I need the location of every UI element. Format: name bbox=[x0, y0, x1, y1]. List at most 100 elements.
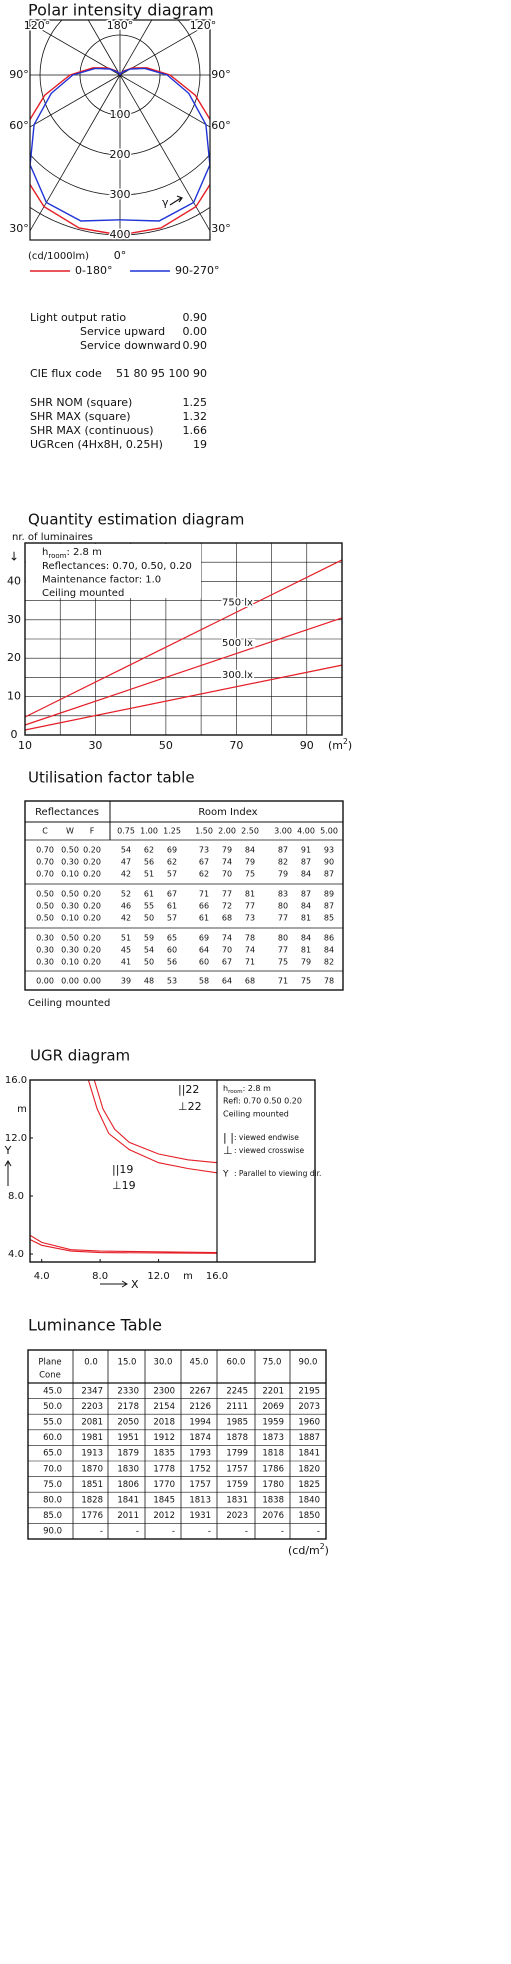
table-cell: - bbox=[208, 1527, 211, 1537]
table-cell: 0.20 bbox=[83, 934, 101, 943]
table-cell: 66 bbox=[199, 902, 209, 911]
table-footer: Ceiling mounted bbox=[28, 998, 110, 1009]
table-cell: 62 bbox=[144, 846, 154, 855]
table-cell: 54 bbox=[121, 846, 131, 855]
spec-label: UGRcen (4Hx8H, 0.25H) bbox=[30, 438, 163, 451]
table-cell: 84 bbox=[245, 846, 255, 855]
ugr-curve bbox=[93, 1080, 217, 1164]
table-cell: 79 bbox=[245, 858, 255, 867]
table-cell: - bbox=[245, 1527, 248, 1537]
unit-label: (cd/1000lm) bbox=[28, 251, 89, 262]
spec-value: 1.32 bbox=[183, 410, 208, 423]
table-cell: 41 bbox=[121, 958, 131, 967]
row-header: 65.0 bbox=[43, 1449, 62, 1459]
y-tick-label: 0 bbox=[11, 728, 18, 741]
table-cell: 1757 bbox=[189, 1480, 211, 1490]
axis-unit: m bbox=[183, 1271, 193, 1282]
table-cell: 1887 bbox=[298, 1433, 320, 1443]
table-cell: 0.10 bbox=[61, 958, 79, 967]
legend-text: hroom: 2.8 m bbox=[223, 1084, 271, 1095]
column-header: C bbox=[42, 827, 48, 836]
line-label: 500 lx bbox=[222, 638, 253, 649]
table-cell: 1841 bbox=[117, 1496, 139, 1506]
table-cell: 0.00 bbox=[36, 977, 54, 986]
table-cell: 72 bbox=[222, 902, 232, 911]
table-cell: - bbox=[136, 1527, 139, 1537]
y-tick-label: 12.0 bbox=[5, 1133, 27, 1144]
table-cell: 0.30 bbox=[61, 946, 79, 955]
table-cell: 1913 bbox=[81, 1449, 103, 1459]
table-cell: 68 bbox=[245, 977, 255, 986]
table-cell: 55 bbox=[144, 902, 154, 911]
table-cell: 64 bbox=[199, 946, 209, 955]
ring-label: 100 bbox=[110, 108, 131, 121]
table-cell: 0.20 bbox=[83, 902, 101, 911]
info-text: Reflectances: 0.70, 0.50, 0.20 bbox=[42, 561, 192, 572]
text-part: 2 bbox=[343, 737, 348, 746]
table-cell: 1873 bbox=[262, 1433, 284, 1443]
table-header: Reflectances bbox=[35, 807, 99, 818]
table-cell: 62 bbox=[167, 858, 177, 867]
table-cell: 75 bbox=[245, 870, 255, 879]
table-cell: 74 bbox=[222, 858, 232, 867]
table-cell: 1951 bbox=[117, 1433, 139, 1443]
table-cell: 1870 bbox=[81, 1464, 103, 1474]
table-cell: - bbox=[100, 1527, 103, 1537]
table-cell: 1813 bbox=[189, 1496, 211, 1506]
table-cell: 70 bbox=[222, 870, 232, 879]
table-cell: 1806 bbox=[117, 1480, 139, 1490]
table-cell: 86 bbox=[324, 934, 334, 943]
table-cell: 71 bbox=[278, 977, 288, 986]
table-cell: 1931 bbox=[189, 1511, 211, 1521]
text-part: (m bbox=[328, 739, 343, 752]
table-cell: 1776 bbox=[81, 1511, 103, 1521]
table-cell: 93 bbox=[324, 846, 334, 855]
spec-value: 1.66 bbox=[183, 424, 208, 437]
ring-label: 400 bbox=[110, 228, 131, 241]
table-cell: 39 bbox=[121, 977, 131, 986]
column-header: 75.0 bbox=[263, 1358, 282, 1368]
polar-spoke bbox=[30, 74, 121, 128]
table-cell: 80 bbox=[278, 934, 288, 943]
column-header: 1.50 bbox=[195, 827, 213, 836]
estimation-line bbox=[24, 664, 343, 731]
table-cell: 48 bbox=[144, 977, 154, 986]
table-cell: 0.20 bbox=[83, 914, 101, 923]
y-tick-label: 16.0 bbox=[5, 1075, 27, 1086]
table-cell: 45 bbox=[121, 946, 131, 955]
axis-unit: (m2) bbox=[328, 737, 352, 753]
gamma-label: γ bbox=[162, 196, 169, 209]
table-cell: 1786 bbox=[262, 1464, 284, 1474]
legend-label: 90-270° bbox=[175, 264, 219, 277]
table-cell: 2018 bbox=[153, 1418, 175, 1428]
polar-frame bbox=[29, 19, 211, 241]
y-tick-label: 8.0 bbox=[8, 1191, 24, 1202]
table-cell: 81 bbox=[245, 890, 255, 899]
angle-label: 60° bbox=[9, 119, 29, 132]
text-part: (cd/m bbox=[288, 1544, 320, 1557]
table-cell: 81 bbox=[301, 914, 311, 923]
table-cell: 57 bbox=[167, 914, 177, 923]
axis-label: nr. of luminaires bbox=[12, 532, 93, 543]
table-cell: 73 bbox=[245, 914, 255, 923]
table-cell: 1960 bbox=[298, 1418, 320, 1428]
table-cell: 61 bbox=[199, 914, 209, 923]
polar-spoke bbox=[30, 74, 121, 232]
ugr-curve bbox=[30, 1239, 217, 1254]
table-cell: 0.20 bbox=[83, 870, 101, 879]
legend-symbol: Y bbox=[222, 1170, 229, 1180]
section-title: Polar intensity diagram bbox=[28, 1, 214, 20]
table-cell: 71 bbox=[245, 958, 255, 967]
table-cell: 80 bbox=[278, 902, 288, 911]
legend-text: : viewed crosswise bbox=[234, 1146, 305, 1155]
axis-name: X bbox=[131, 1278, 139, 1291]
table-cell: 2126 bbox=[189, 1402, 211, 1412]
x-tick-label: 12.0 bbox=[147, 1271, 169, 1282]
column-header: 15.0 bbox=[118, 1358, 137, 1368]
axis-name: Y bbox=[4, 1144, 12, 1157]
table-cell: 1793 bbox=[189, 1449, 211, 1459]
intensity-curve bbox=[119, 67, 210, 222]
table-cell: - bbox=[317, 1527, 320, 1537]
section-title: Utilisation factor table bbox=[28, 769, 195, 787]
